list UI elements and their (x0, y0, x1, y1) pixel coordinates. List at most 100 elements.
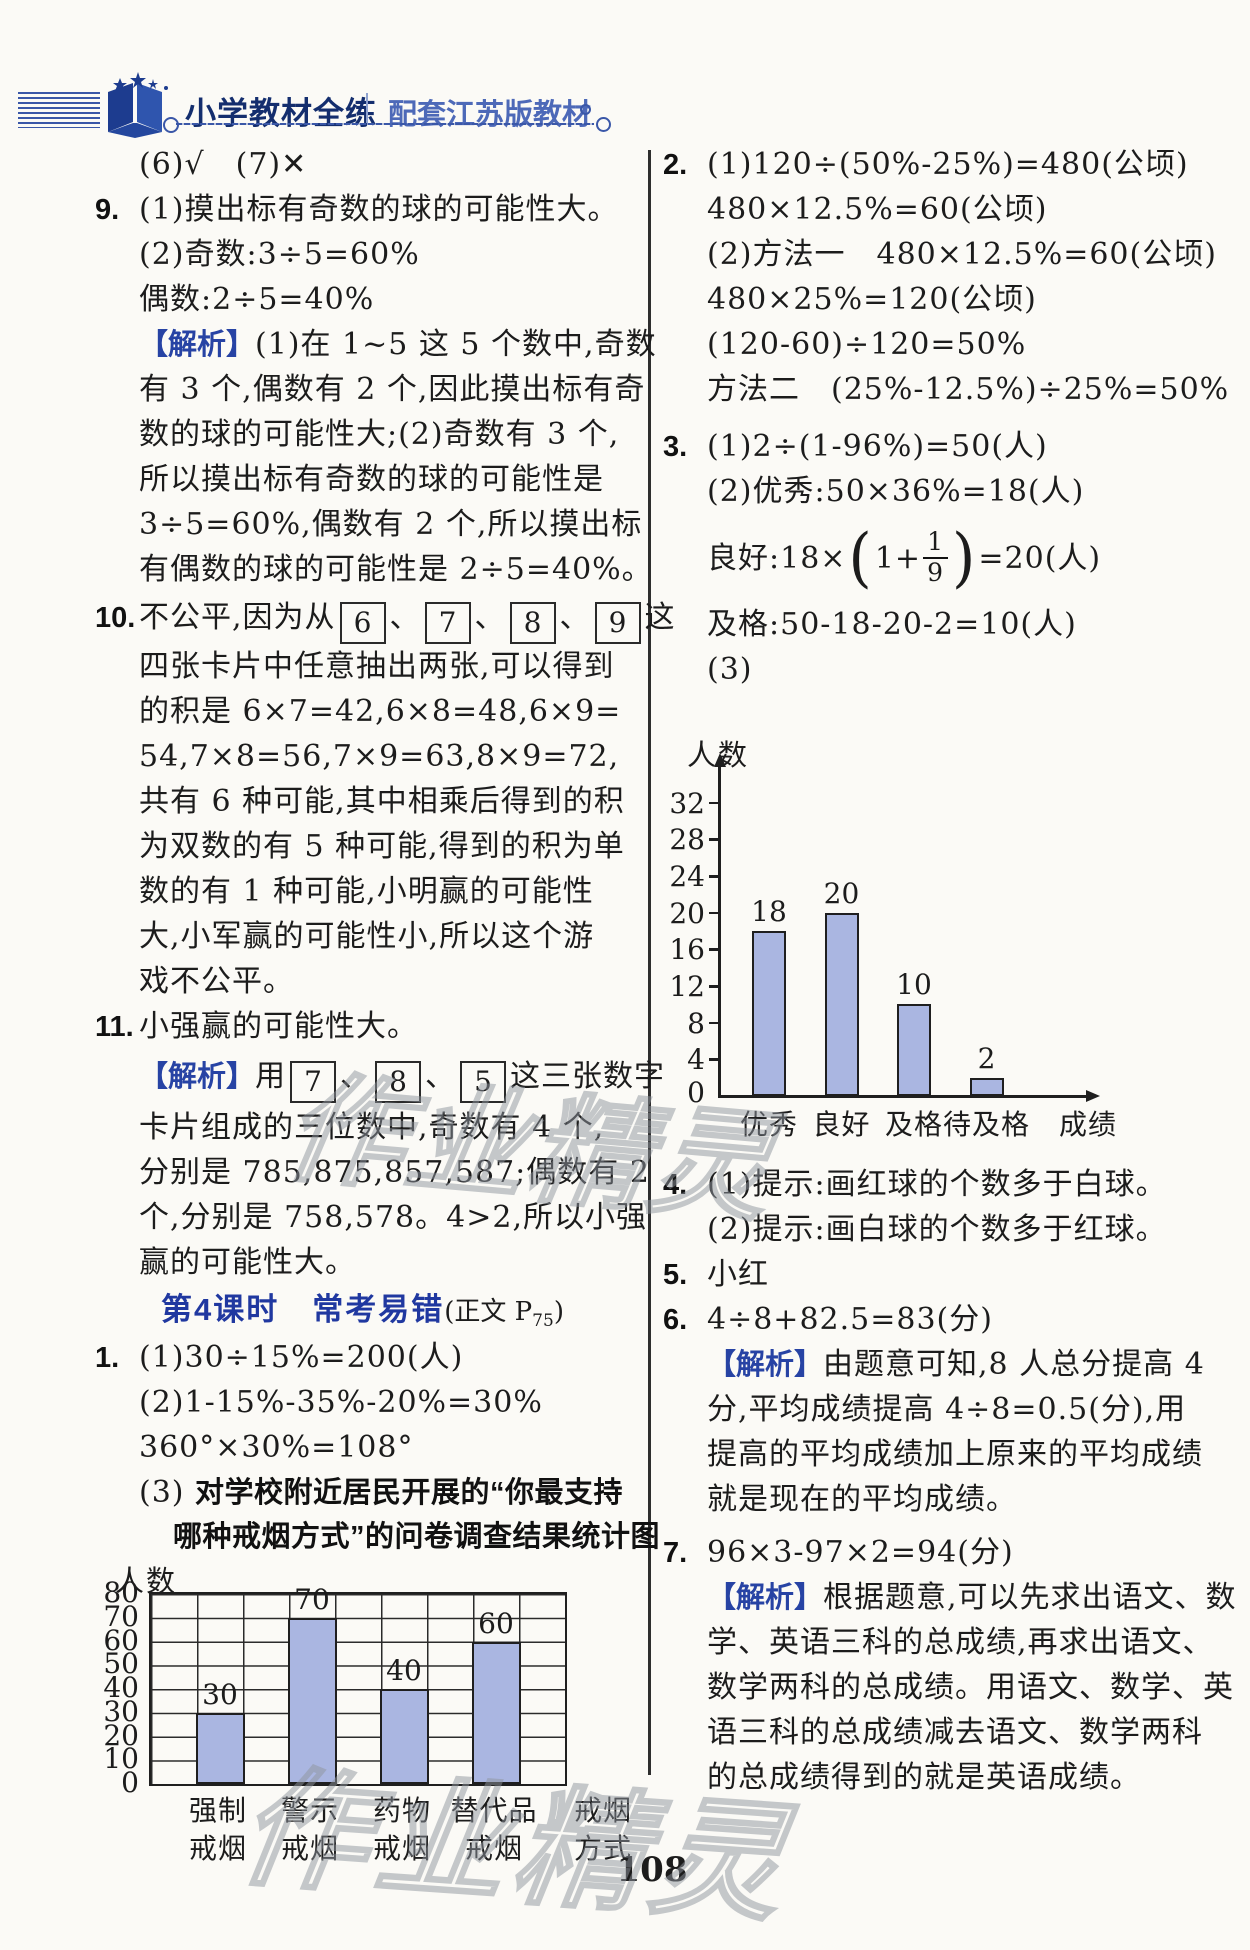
page-number: 108 (616, 1850, 688, 1890)
x-category-label: 强制 戒烟 (188, 1794, 247, 1865)
answer-line: (120-60)÷120=50% (707, 327, 1027, 362)
analysis-line: 有偶数的球的可能性是 2÷5=40%。 (139, 552, 653, 587)
x-category-label: 优秀 (739, 1108, 798, 1141)
header-stripes-decoration (18, 92, 100, 128)
answer-line: 2. (1)120÷(50%-25%)=480(公顷) (663, 142, 1223, 187)
chart-plot-area: 30 70 40 60 (149, 1583, 567, 1786)
y-tick-label: 32 (669, 786, 705, 820)
answer-line: 及格:50-18-20-2=10(人) (707, 607, 1077, 642)
analysis-line: 卡片组成的三位数中,奇数有 4 个, (139, 1110, 605, 1145)
answer-line: 360°×30%=108° (139, 1430, 414, 1465)
y-tick-label: 70 (103, 1599, 139, 1633)
analysis-line: 分别是 785,875,857,587;偶数有 2 (139, 1155, 650, 1190)
x-axis-arrow (1086, 1090, 1100, 1102)
bar-value-label: 20 (823, 876, 860, 910)
separator: 、 (389, 600, 421, 635)
item-number: 9. (95, 194, 120, 226)
bar-chart-scores: 人数 4 8 12 16 20 24 28 32 0 18 优秀 20 良好 10 及格 2 待及格 成绩 (663, 736, 1223, 1148)
bar (471, 1641, 521, 1784)
chart-title-line: 哪种戒烟方式”的问卷调查结果统计图 (173, 1521, 661, 1553)
header-underline (176, 123, 594, 125)
y-tick-mark (709, 838, 718, 841)
number-card: 8 (509, 602, 556, 644)
answer-text: (1)摸出标有奇数的球的可能性大。 (139, 192, 619, 227)
answer-line: 3. (1)2÷(1-96%)=50(人) (663, 424, 1223, 469)
bar-value-label: 40 (386, 1654, 422, 1687)
answer-line: 480×12.5%=60(公顷) (707, 192, 1048, 227)
y-tick-label: 10 (103, 1742, 139, 1776)
analysis-line: 就是现在的平均成绩。 (707, 1482, 1017, 1517)
y-tick-label: 0 (121, 1766, 139, 1799)
bar (195, 1712, 245, 1784)
bar (379, 1689, 429, 1784)
y-tick-label: 8 (687, 1006, 705, 1040)
bar (287, 1617, 337, 1784)
number-card: 9 (594, 602, 641, 644)
analysis-line: 分,平均成绩提高 4÷8=0.5(分),用 (707, 1392, 1187, 1427)
analysis-label: 【解析】 (139, 329, 256, 361)
answer-line: 为双数的有 5 种可能,得到的积为单 (139, 829, 625, 864)
x-category-label: 替代品 戒烟 (450, 1794, 538, 1865)
analysis-line: 【解析】由题意可知,8 人总分提高 4 (663, 1342, 1223, 1387)
y-tick-label: 4 (687, 1043, 705, 1077)
answer-text: 4÷8+82.5=83(分) (707, 1302, 993, 1337)
bar (969, 1077, 1004, 1096)
answer-line: 5. 小红 (663, 1252, 1223, 1297)
analysis-line: 所以摸出标有奇数的球的可能性是 (139, 462, 604, 497)
analysis-text: (1)在 1~5 这 5 个数中,奇数 (255, 327, 657, 362)
fraction-denominator: 9 (923, 557, 948, 588)
answer-line: 7. 96×3-97×2=94(分) (663, 1530, 1223, 1575)
open-paren: ( (848, 520, 873, 596)
fraction-numerator: 1 (927, 527, 944, 557)
answer-line: 数的有 1 种可能,小明赢的可能性 (139, 874, 594, 909)
lesson-heading: 第4课时 常考易错(正文 P75) (95, 1285, 630, 1335)
x-category-label: 警示 戒烟 (280, 1794, 339, 1865)
answer-line: 戏不公平。 (139, 964, 294, 999)
x-category-label: 及格 (884, 1108, 943, 1141)
item-number: 7. (663, 1537, 688, 1569)
x-category-label: 药物 戒烟 (372, 1794, 431, 1865)
analysis-line: 有 3 个,偶数有 2 个,因此摸出标有奇 (139, 372, 646, 407)
answer-line: (2)提示:画白球的个数多于红球。 (707, 1212, 1167, 1247)
answer-line: 四张卡片中任意抽出两张,可以得到 (139, 649, 615, 684)
answer-text: 小红 (707, 1257, 769, 1292)
item-number: 6. (663, 1304, 688, 1336)
answer-line: 方法二 (25%-12.5%)÷25%=50% (707, 372, 1230, 407)
y-axis-arrow (713, 753, 726, 767)
answer-line: 的积是 6×7=42,6×8=48,6×9= (139, 694, 622, 729)
answer-text: (1)120÷(50%-25%)=480(公顷) (707, 147, 1189, 182)
underline-circle-left (163, 117, 179, 133)
answer-line: 6. 4÷8+82.5=83(分) (663, 1297, 1223, 1342)
brand-title: 小学教材全练 (185, 96, 377, 131)
y-tick-mark (709, 1021, 718, 1025)
analysis-line: 【解析】(1)在 1~5 这 5 个数中,奇数 (95, 322, 656, 367)
answer-line: (3) (707, 652, 753, 687)
y-tick-mark (709, 1058, 718, 1061)
y-tick-label: 30 (103, 1694, 139, 1728)
chart-title-text: 对学校附近居民开展的“你最支持 (195, 1477, 624, 1509)
number-card: 8 (375, 1061, 422, 1103)
bar-value-label: 60 (478, 1606, 514, 1640)
y-tick-mark (709, 948, 718, 951)
analysis-text: 用 (255, 1059, 287, 1094)
item-number: 11. (95, 1011, 134, 1043)
y-tick-label: 60 (103, 1623, 139, 1657)
analysis-line: 语三科的总成绩减去语文、数学两科 (707, 1715, 1203, 1750)
edition-subtitle: 配套江苏版教材 (388, 99, 592, 131)
answer-line: (6)√ (7)✕ (139, 147, 308, 182)
bar (824, 912, 859, 1096)
y-tick-label: 50 (103, 1647, 139, 1681)
analysis-text: 根据题意,可以先求出语文、数 (823, 1580, 1237, 1615)
underline-circle-small (580, 104, 591, 115)
x-axis (718, 1095, 1090, 1098)
y-tick-mark (709, 985, 718, 988)
answer-line: 11. 小强赢的可能性大。 (95, 1004, 630, 1049)
analysis-line: 3÷5=60%,偶数有 2 个,所以摸出标 (139, 507, 643, 542)
underline-circle-right (596, 117, 611, 132)
analysis-line: 的总成绩得到的就是英语成绩。 (707, 1760, 1141, 1795)
answer-line: (2)奇数:3÷5=60% (139, 237, 420, 272)
column-divider (648, 150, 651, 1775)
close-paren: ) (951, 520, 977, 596)
y-tick-label: 28 (669, 823, 705, 857)
